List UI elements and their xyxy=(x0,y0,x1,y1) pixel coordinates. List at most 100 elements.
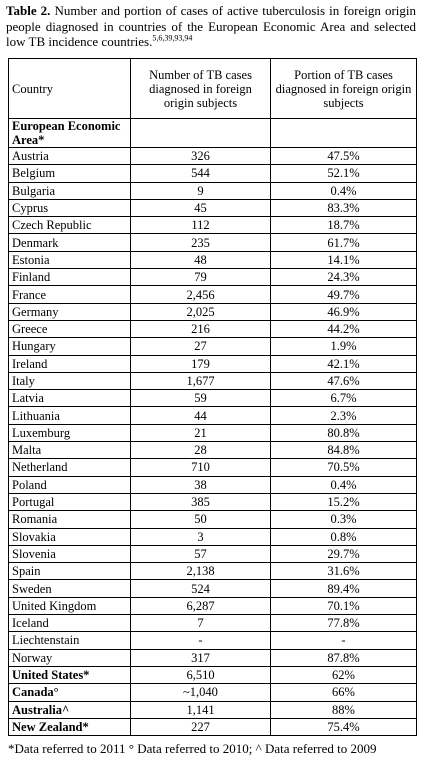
table-row: Austria 326 47.5% xyxy=(8,146,417,166)
country-cell: Sweden xyxy=(8,579,131,598)
cases-cell: 317 xyxy=(130,648,271,667)
cases-cell: 38 xyxy=(130,475,271,494)
header-row: Country Number of TB cases diagnosed in … xyxy=(8,58,417,119)
caption: Table 2. Number and portion of cases of … xyxy=(6,3,416,50)
portion-cell: 75.4% xyxy=(270,717,417,737)
table-row: Ireland 179 42.1% xyxy=(8,354,417,373)
country-cell: Cyprus xyxy=(8,198,131,218)
table-row: Slovakia 3 0.8% xyxy=(8,527,417,546)
portion-cell: 29.7% xyxy=(270,544,417,564)
country-cell: Austria xyxy=(8,146,131,166)
cases-cell: 48 xyxy=(130,250,271,270)
table-row: Malta 28 84.8% xyxy=(8,441,417,460)
cases-cell: 7 xyxy=(130,614,271,633)
table-row: Norway 317 87.8% xyxy=(8,648,417,667)
cases-cell: 79 xyxy=(130,268,271,287)
table-row: Finland 79 24.3% xyxy=(8,268,417,287)
cases-cell: 28 xyxy=(130,441,271,460)
portion-cell: 47.6% xyxy=(270,371,417,391)
portion-cell: 80.8% xyxy=(270,423,417,443)
cases-cell: 179 xyxy=(130,354,271,373)
header-cell: Country xyxy=(8,58,131,119)
table-row: Luxemburg 21 80.8% xyxy=(8,423,417,443)
cases-cell: 6,510 xyxy=(130,665,271,685)
country-cell: Belgium xyxy=(8,164,131,183)
cases-cell: 524 xyxy=(130,579,271,598)
portion-cell: 24.3% xyxy=(270,268,417,287)
portion-cell: 62% xyxy=(270,665,417,685)
portion-cell: 0.4% xyxy=(270,181,417,200)
table-row: Hungary 27 1.9% xyxy=(8,337,417,356)
table-row: Spain 2,138 31.6% xyxy=(8,562,417,581)
portion-cell: 70.1% xyxy=(270,596,417,616)
cases-cell: 2,025 xyxy=(130,302,271,321)
cases-cell: 235 xyxy=(130,233,271,252)
country-cell: Netherland xyxy=(8,458,131,477)
cases-cell: 2,456 xyxy=(130,285,271,304)
country-cell: Germany xyxy=(8,302,131,321)
country-cell: Australia^ xyxy=(8,700,131,719)
cases-cell: 1,677 xyxy=(130,371,271,391)
portion-cell: 84.8% xyxy=(270,441,417,460)
cases-cell: ~1,040 xyxy=(130,683,271,702)
country-cell: Italy xyxy=(8,371,131,391)
cases-cell: 57 xyxy=(130,544,271,564)
portion-cell: 46.9% xyxy=(270,302,417,321)
country-cell: Estonia xyxy=(8,250,131,270)
portion-cell: 31.6% xyxy=(270,562,417,581)
country-cell: Ireland xyxy=(8,354,131,373)
country-cell: Hungary xyxy=(8,337,131,356)
cases-cell: 3 xyxy=(130,527,271,546)
country-cell: Lithuania xyxy=(8,406,131,425)
table-row: Denmark 235 61.7% xyxy=(8,233,417,252)
portion-cell: 77.8% xyxy=(270,614,417,633)
table-row: Canada° ~1,040 66% xyxy=(8,683,417,702)
header-cell: Number of TB cases diagnosed in foreign … xyxy=(130,58,271,119)
portion-cell: 49.7% xyxy=(270,285,417,304)
cases-cell: 112 xyxy=(130,216,271,235)
group-row: European Economic Area* xyxy=(8,118,417,148)
caption-text: Number and portion of cases of active tu… xyxy=(6,3,416,49)
cases-cell: 544 xyxy=(130,164,271,183)
country-cell: Greece xyxy=(8,319,131,339)
portion-cell: - xyxy=(270,631,417,650)
portion-cell: 88% xyxy=(270,700,417,719)
table-row: Cyprus 45 83.3% xyxy=(8,198,417,218)
cases-cell: 59 xyxy=(130,389,271,408)
table-row: New Zealand* 227 75.4% xyxy=(8,717,417,737)
table-row: United Kingdom 6,287 70.1% xyxy=(8,596,417,616)
portion-cell: 6.7% xyxy=(270,389,417,408)
portion-cell: 47.5% xyxy=(270,146,417,166)
table-row: France 2,456 49.7% xyxy=(8,285,417,304)
country-cell: Czech Republic xyxy=(8,216,131,235)
cases-cell: 1,141 xyxy=(130,700,271,719)
cases-cell: 326 xyxy=(130,146,271,166)
cases-cell: 27 xyxy=(130,337,271,356)
country-cell: Slovakia xyxy=(8,527,131,546)
country-cell: Canada° xyxy=(8,683,131,702)
cases-cell: 710 xyxy=(130,458,271,477)
table-row: Romania 50 0.3% xyxy=(8,510,417,529)
table-row: Iceland 7 77.8% xyxy=(8,614,417,633)
portion-cell: 42.1% xyxy=(270,354,417,373)
cases-cell: 227 xyxy=(130,717,271,737)
caption-refs: 5,6,39,93,94 xyxy=(152,33,193,43)
table-row: Australia^ 1,141 88% xyxy=(8,700,417,719)
empty-cell xyxy=(270,118,417,148)
cases-cell: 216 xyxy=(130,319,271,339)
empty-cell xyxy=(130,118,271,148)
country-cell: United Kingdom xyxy=(8,596,131,616)
cases-cell: 9 xyxy=(130,181,271,200)
table-row: Belgium 544 52.1% xyxy=(8,164,417,183)
table-row: Liechtenstain - - xyxy=(8,631,417,650)
table-row: Poland 38 0.4% xyxy=(8,475,417,494)
footnote: *Data referred to 2011 ° Data referred t… xyxy=(8,741,377,756)
portion-cell: 89.4% xyxy=(270,579,417,598)
table-body: Country Number of TB cases diagnosed in … xyxy=(8,58,417,737)
table-row: Italy 1,677 47.6% xyxy=(8,371,417,391)
country-cell: Norway xyxy=(8,648,131,667)
portion-cell: 70.5% xyxy=(270,458,417,477)
cases-cell: 2,138 xyxy=(130,562,271,581)
cases-cell: 44 xyxy=(130,406,271,425)
